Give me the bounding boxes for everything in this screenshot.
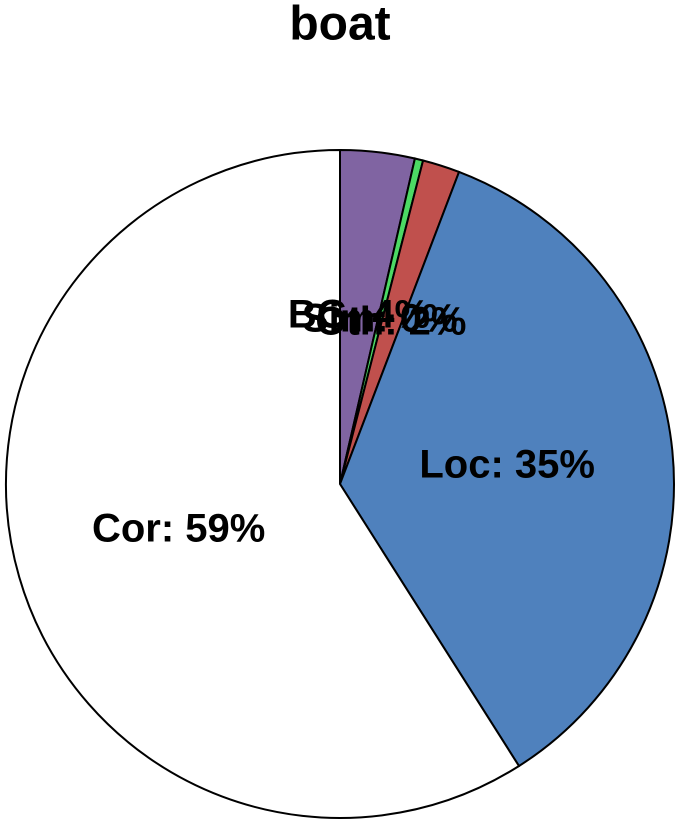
slice-label: BG: 4%: [288, 293, 430, 337]
slice-label: Loc: 35%: [419, 443, 595, 487]
chart-title: boat: [289, 0, 390, 51]
pie-slice: [338, 170, 675, 768]
pie-slice: [5, 148, 521, 819]
slice-label: Sim: 0%: [302, 296, 458, 340]
slice-label: Oth: 2%: [315, 299, 466, 343]
slice-label: Cor: 59%: [92, 506, 265, 550]
